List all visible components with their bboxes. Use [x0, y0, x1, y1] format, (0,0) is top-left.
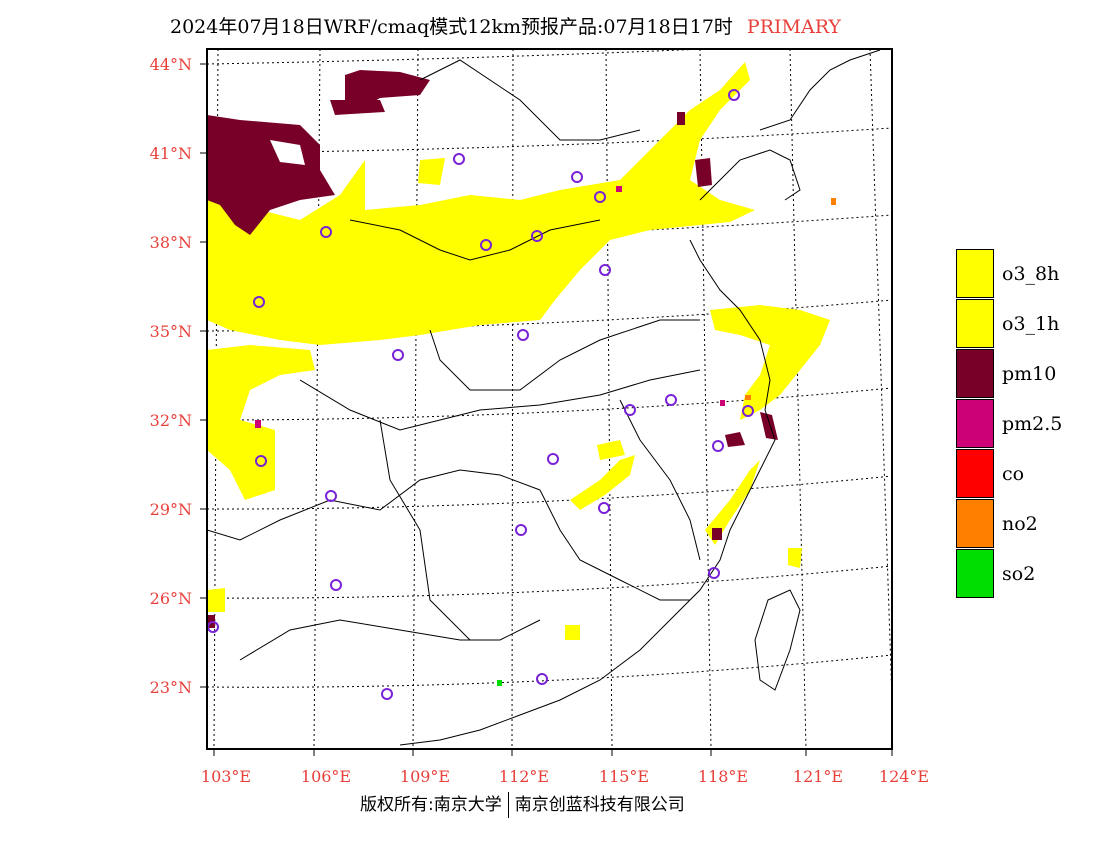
pm10-areas	[207, 70, 778, 628]
lat-label: 32°N	[150, 411, 192, 430]
city-markers	[207, 89, 754, 700]
map-layers	[207, 49, 892, 749]
lat-label: 29°N	[150, 500, 192, 519]
lat-label: 23°N	[150, 678, 192, 697]
legend-label: o3_1h	[1002, 313, 1060, 335]
lat-label: 26°N	[150, 589, 192, 608]
legend-swatch	[956, 449, 994, 498]
tick-marks	[200, 63, 893, 756]
legend-label: pm2.5	[1002, 413, 1063, 435]
lat-label: 41°N	[150, 144, 192, 163]
title-text: 2024年07月18日WRF/cmaq模式12km预报产品:07月18日17时	[170, 16, 733, 38]
so2-areas	[497, 680, 502, 686]
lon-label: 103°E	[201, 767, 251, 786]
boundaries	[207, 49, 881, 746]
lat-label: 38°N	[150, 233, 192, 252]
legend-swatch	[956, 249, 994, 298]
copyright-right: 南京创蓝科技有限公司	[514, 795, 685, 815]
lon-label: 115°E	[599, 767, 649, 786]
legend-label: so2	[1002, 563, 1036, 585]
lon-label: 121°E	[793, 767, 843, 786]
legend-swatch	[956, 499, 994, 548]
lon-label: 109°E	[400, 767, 450, 786]
legend-label: no2	[1002, 513, 1038, 535]
legend-swatch	[956, 299, 994, 348]
legend-label: o3_8h	[1002, 263, 1060, 285]
legend-swatch	[956, 349, 994, 398]
legend-swatch	[956, 399, 994, 448]
footer-divider	[507, 792, 509, 818]
lat-label: 35°N	[150, 322, 192, 341]
map-frame	[206, 48, 893, 750]
longitude-labels: 103°E 106°E 109°E 112°E 115°E 118°E 121°…	[201, 767, 929, 786]
lon-label: 118°E	[698, 767, 748, 786]
lon-label: 106°E	[301, 767, 351, 786]
lon-label: 124°E	[879, 767, 929, 786]
legend-swatch	[956, 549, 994, 598]
no2-areas	[745, 198, 836, 400]
copyright-footer: 版权所有:南京大学 南京创蓝科技有限公司	[360, 790, 685, 818]
legend-label: pm10	[1002, 363, 1057, 385]
pm25-areas	[255, 186, 725, 428]
copyright-left: 版权所有:南京大学	[360, 795, 502, 815]
latitude-labels: 44°N 41°N 38°N 35°N 32°N 29°N 26°N 23°N	[150, 55, 192, 697]
map-title: 2024年07月18日WRF/cmaq模式12km预报产品:07月18日17时 P…	[170, 12, 841, 39]
lon-label: 112°E	[499, 767, 549, 786]
title-variant: PRIMARY	[746, 16, 841, 38]
legend-label: co	[1002, 463, 1025, 485]
lat-label: 44°N	[150, 55, 192, 74]
o3-areas	[207, 62, 830, 640]
